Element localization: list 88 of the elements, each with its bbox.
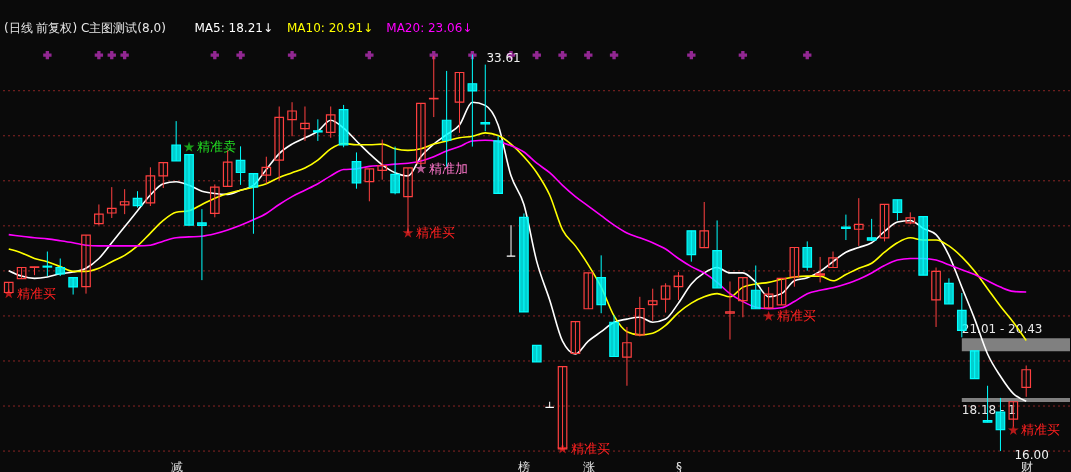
text: MA5: 18.21↓ (194, 21, 273, 35)
point (43, 50, 52, 60)
candlestick (802, 240, 813, 272)
candlestick (647, 288, 658, 322)
series-label: 精准卖 (197, 139, 237, 155)
candlestick (454, 71, 465, 134)
point (584, 50, 593, 60)
candlestick (634, 296, 645, 337)
candlestick (16, 266, 27, 280)
candlestick (853, 197, 864, 247)
point (287, 50, 297, 60)
candlestick (197, 208, 207, 281)
candlestick (94, 203, 104, 226)
text: MA10: 20.91↓ (287, 21, 374, 35)
candlestick (248, 173, 259, 235)
text: 精准买 (1021, 422, 1061, 438)
text: MA20: 23.06↓ (386, 21, 473, 35)
point (415, 163, 427, 174)
candlestick (763, 286, 774, 309)
point (532, 50, 541, 60)
x-tick-label: 榜 (518, 459, 531, 472)
candlestick (42, 251, 53, 277)
candlestick (364, 168, 375, 202)
candlestick (158, 161, 169, 189)
point (558, 50, 567, 60)
candlestick (351, 151, 362, 190)
point (120, 50, 129, 60)
candlestick (119, 188, 130, 215)
text: 精准买 (776, 308, 816, 324)
candlestick (776, 277, 787, 306)
candlestick (300, 105, 310, 142)
point (210, 50, 219, 60)
candlestick (815, 256, 825, 283)
point (687, 50, 696, 60)
text: 精准买 (570, 440, 610, 456)
point (183, 141, 195, 152)
candlestick (750, 264, 761, 310)
candlestick (261, 156, 272, 185)
candlestick (789, 246, 800, 288)
point (429, 50, 438, 60)
candlestick (106, 186, 117, 219)
candlestick (944, 277, 954, 305)
candlestick (828, 251, 838, 269)
chart-title: (日线 前复权) C主图测试(8,0) (4, 21, 166, 35)
candlestick (931, 267, 941, 328)
x-tick-label: § (675, 459, 682, 472)
candlestick (738, 277, 748, 318)
candlestick (892, 199, 903, 221)
candlestick (699, 201, 710, 249)
candlestick (673, 271, 684, 301)
candlestick (312, 118, 323, 142)
x-tick-label: 财 (1020, 459, 1033, 472)
point (803, 50, 812, 60)
candlestick (841, 214, 851, 241)
candlestick (995, 397, 1006, 452)
candlestick (390, 146, 400, 195)
candlestick (145, 166, 156, 207)
x-tick-label: 减 (170, 459, 183, 472)
candlestick (209, 183, 220, 218)
point (738, 50, 748, 60)
candlestick (570, 320, 581, 354)
text: 精准买 (16, 285, 56, 301)
point (236, 50, 245, 60)
candlestick (274, 105, 285, 182)
candlestick (686, 230, 697, 263)
candlestick (377, 139, 388, 181)
candlestick (1021, 364, 1032, 398)
point (1007, 424, 1019, 435)
candlestick (660, 282, 671, 314)
point (609, 50, 619, 60)
candlestick (81, 234, 91, 295)
candlestick (879, 203, 890, 242)
candlestick (235, 145, 246, 186)
annotation: 33.61 (486, 51, 521, 66)
point (763, 310, 775, 322)
series-label: 精准买 (415, 225, 455, 241)
candlestick (725, 280, 735, 341)
series-label: 精准加 (428, 160, 468, 176)
candlestick (171, 120, 182, 162)
candlestick (467, 53, 478, 148)
candlestick (325, 105, 336, 139)
point (365, 50, 374, 60)
candlestick (622, 326, 632, 387)
candlestick (583, 272, 594, 310)
point (94, 50, 104, 60)
candlestick (287, 101, 297, 137)
x-tick-label: 涨 (582, 459, 595, 472)
point (107, 50, 116, 60)
